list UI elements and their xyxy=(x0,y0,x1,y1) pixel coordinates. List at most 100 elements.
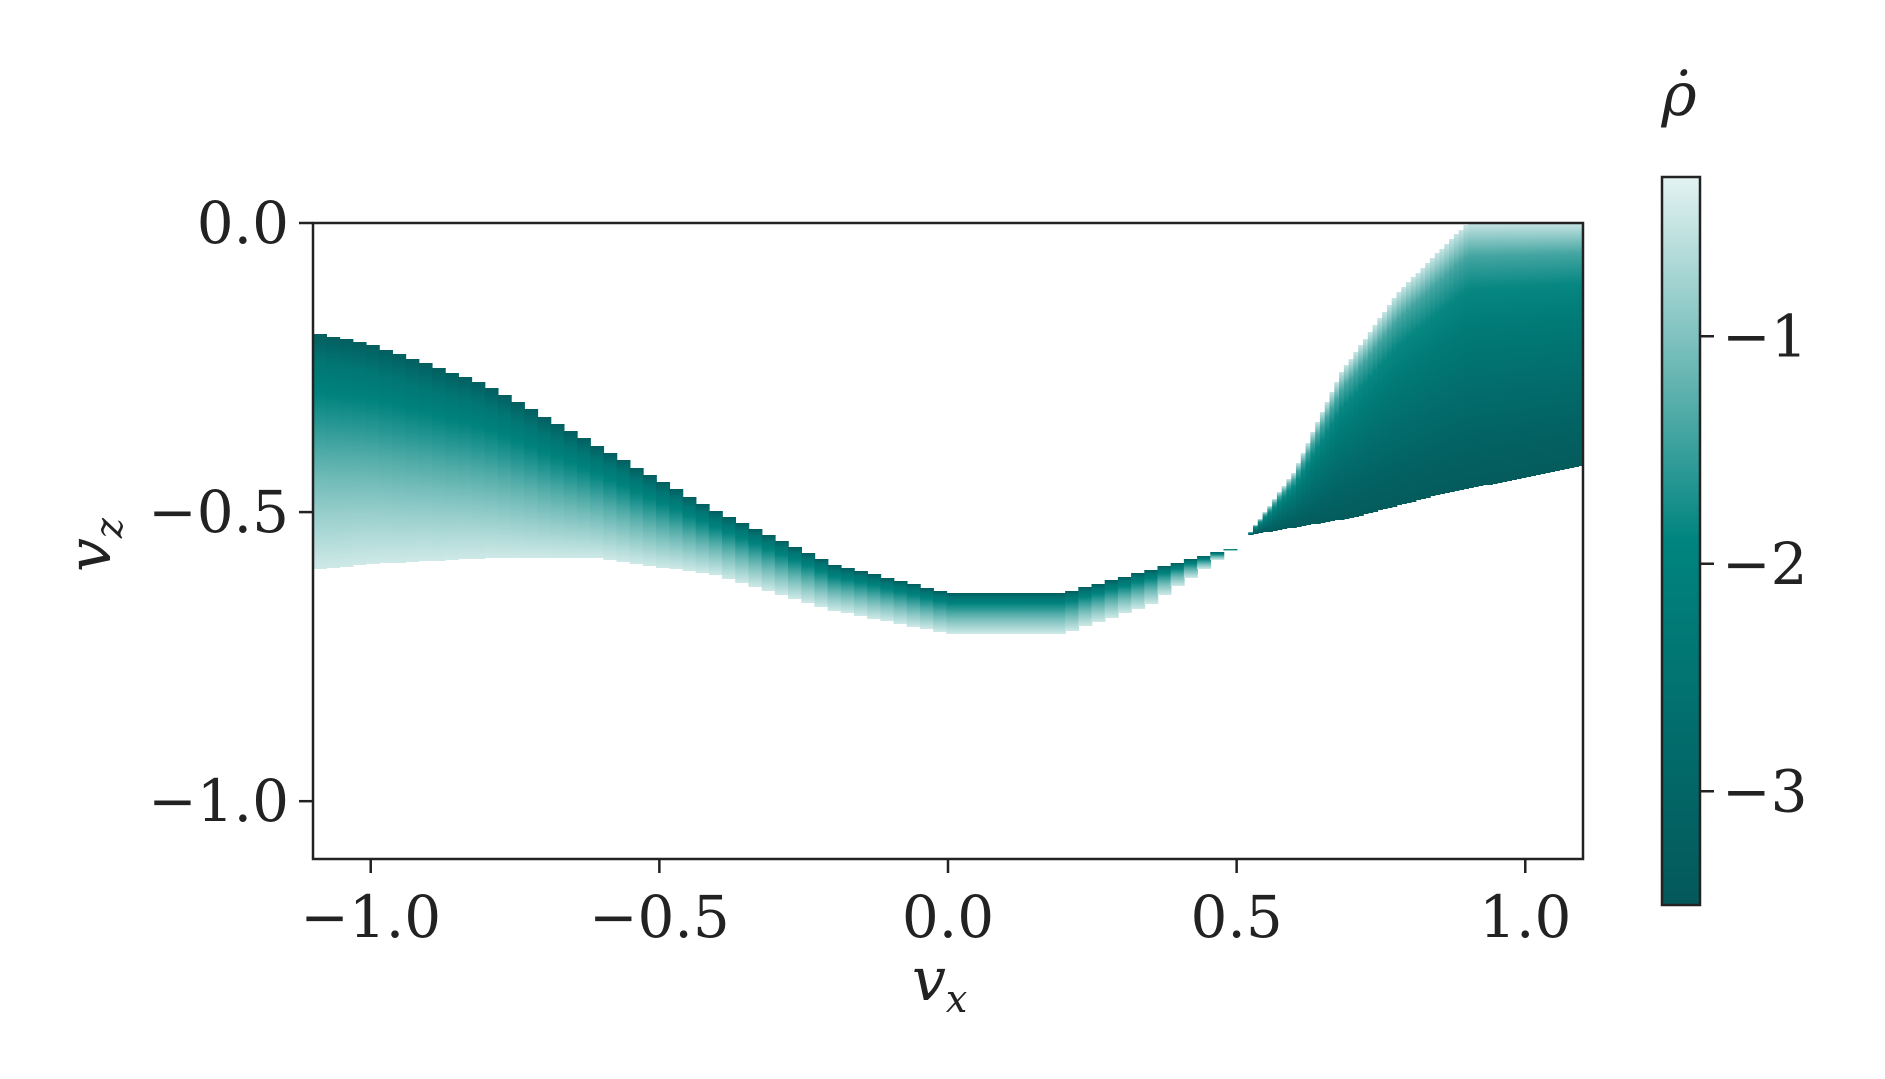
heatmap-cell xyxy=(1367,332,1374,513)
x-axis-label: vx xyxy=(912,945,967,1021)
heatmap-cell xyxy=(1305,443,1312,525)
heatmap-cell xyxy=(392,354,407,563)
heatmap-cell xyxy=(1511,223,1517,480)
heatmap-cell xyxy=(1353,352,1359,517)
heatmap-cell xyxy=(352,342,367,565)
heatmap-cell xyxy=(1458,230,1465,490)
heatmap-cell xyxy=(484,388,499,558)
heatmap-cell xyxy=(1257,519,1264,533)
colorbar xyxy=(1660,175,1702,907)
heatmap-cell xyxy=(378,350,393,563)
heatmap-cell xyxy=(313,334,327,569)
heatmap-cell xyxy=(669,489,684,569)
heatmap-cell xyxy=(708,511,723,575)
heatmap-cell xyxy=(1348,359,1355,518)
y-tick-label: −0.5 xyxy=(148,478,289,546)
heatmap-cell xyxy=(1549,223,1556,472)
heatmap-cell xyxy=(418,363,433,561)
heatmap-cell xyxy=(695,504,710,573)
heatmap-cell xyxy=(590,446,605,558)
heatmap-cell xyxy=(1339,372,1345,520)
heatmap-cell xyxy=(1386,305,1393,508)
heatmap-cell xyxy=(1434,253,1441,495)
heatmap-cell xyxy=(1444,244,1450,493)
heatmap-cell xyxy=(1406,282,1412,503)
heatmap-cell xyxy=(1516,223,1522,479)
heatmap-cell xyxy=(1415,273,1422,500)
y-tick-label: −1.0 xyxy=(148,767,289,835)
heatmap-cell xyxy=(774,541,789,595)
heatmap-cell xyxy=(1038,593,1053,634)
heatmap-cell xyxy=(1559,223,1565,470)
heatmap-cell xyxy=(1449,239,1455,492)
heatmap-cell xyxy=(788,547,803,599)
heatmap-cell xyxy=(1420,268,1426,499)
heatmap-cell xyxy=(1425,263,1431,498)
heatmap-cell xyxy=(735,523,750,583)
heatmap-cell xyxy=(1078,587,1093,626)
heatmap-cell xyxy=(656,482,671,568)
heatmap-cell xyxy=(1382,312,1388,509)
heatmap-cell xyxy=(1492,223,1498,484)
heatmap-cell xyxy=(616,460,631,562)
heatmap-cell xyxy=(1396,292,1403,505)
x-tick-label: 0.5 xyxy=(1191,883,1283,951)
heatmap-cell xyxy=(1544,223,1551,473)
heatmap-cell xyxy=(1252,525,1259,534)
heatmap-cell xyxy=(642,475,657,566)
heatmap-cell xyxy=(1391,298,1398,507)
heatmap-cell xyxy=(1329,392,1336,521)
heatmap-cell xyxy=(1482,223,1489,485)
heatmap-cell xyxy=(1117,577,1132,613)
colorbar-tick-label: −1 xyxy=(1722,302,1808,370)
heatmap-cell xyxy=(629,468,644,564)
heatmap-cell xyxy=(1183,559,1198,578)
heatmap-cell xyxy=(1144,570,1159,604)
heatmap-cell xyxy=(1296,463,1302,527)
heatmap-cell xyxy=(1554,223,1560,471)
heatmap-cell xyxy=(814,559,829,607)
colorbar-title: ρ̇ xyxy=(1660,60,1696,130)
heatmap-cell xyxy=(1334,382,1340,520)
heatmap-cell xyxy=(1025,593,1040,634)
heatmap-cell xyxy=(1429,258,1436,496)
heatmap-cell xyxy=(1578,223,1583,466)
heatmap-cell xyxy=(524,409,539,558)
heatmap-cell xyxy=(1315,422,1321,524)
heatmap-cell xyxy=(972,593,987,634)
heatmap-cell xyxy=(444,373,459,560)
x-tick-label: −0.5 xyxy=(589,883,730,951)
heatmap-cell xyxy=(1343,365,1350,519)
x-axis: −1.0 −0.5 0.0 0.5 1.0 xyxy=(300,859,1571,951)
heatmap-cell xyxy=(1573,223,1580,467)
heatmap-cell xyxy=(1291,473,1297,528)
heatmap-cell xyxy=(1472,223,1479,487)
heatmap-cell xyxy=(801,553,816,603)
heatmap-cell xyxy=(1157,566,1172,595)
heatmap-cell xyxy=(550,424,565,558)
heatmap-cell xyxy=(1410,277,1417,502)
heatmap-cell xyxy=(1358,345,1364,516)
heatmap-regions xyxy=(313,223,1583,634)
y-tick-label: 0.0 xyxy=(197,189,289,257)
heatmap-cell xyxy=(563,431,578,558)
heatmap-cell xyxy=(1051,593,1066,634)
y-axis-label: vz xyxy=(55,517,131,572)
heatmap-cell xyxy=(1401,287,1407,504)
heatmap-cell xyxy=(1496,223,1503,483)
heatmap-cell xyxy=(1065,591,1080,631)
colorbar-tick-label: −3 xyxy=(1722,757,1808,825)
heatmap-cell xyxy=(1453,234,1460,491)
heatmap-cell xyxy=(1281,486,1288,529)
heatmap-cell xyxy=(1530,223,1536,476)
heatmap-cell xyxy=(1487,223,1493,485)
heatmap-cell xyxy=(471,382,486,559)
colorbar-tick-label: −2 xyxy=(1722,530,1808,598)
heatmap-cell xyxy=(933,591,948,632)
colorbar-ticks: −1 −2 −3 xyxy=(1700,302,1808,825)
heatmap-cell xyxy=(1197,556,1212,569)
heatmap-cell xyxy=(1276,492,1283,530)
heatmap-cell xyxy=(1286,479,1293,528)
heatmap-cell xyxy=(1477,223,1484,486)
heatmap-cell xyxy=(748,529,763,587)
